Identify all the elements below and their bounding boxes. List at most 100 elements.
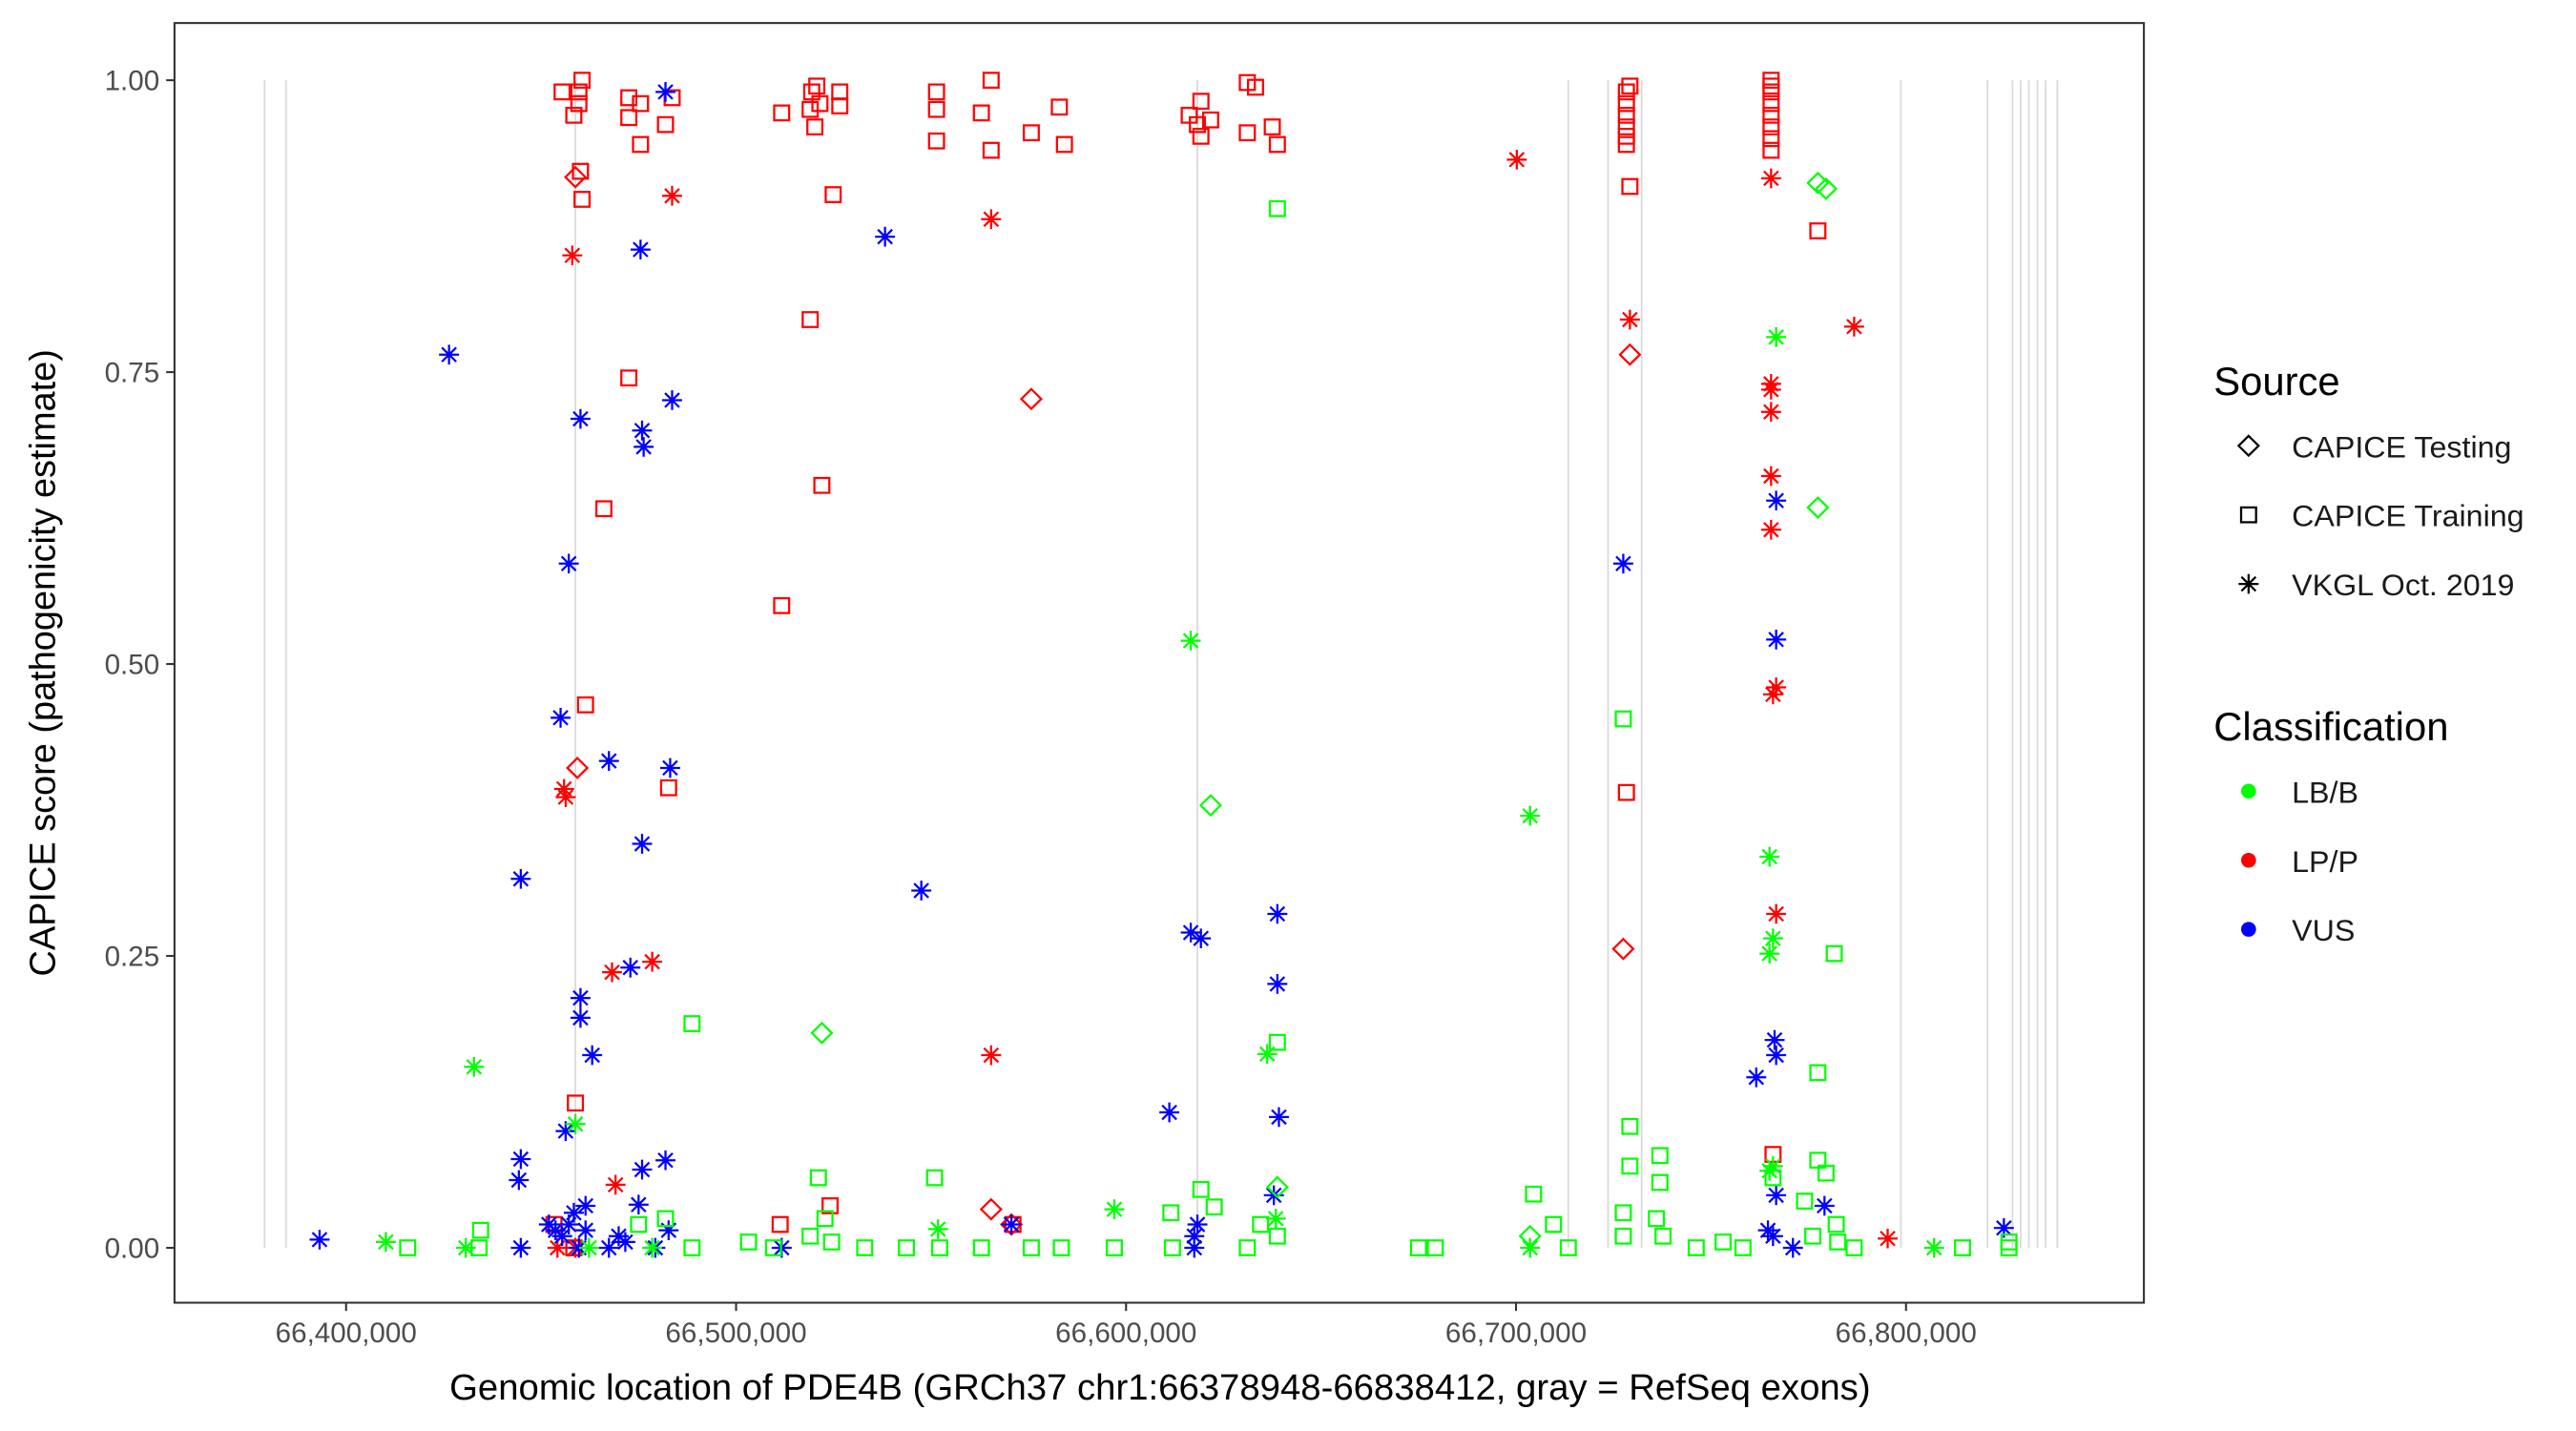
- data-point-diamond: [566, 757, 590, 779]
- data-point-square: [620, 109, 638, 127]
- plot-panel-background: [174, 23, 2145, 1303]
- data-point-square: [831, 97, 849, 114]
- data-point-asterisk: [1267, 903, 1288, 924]
- x-tick-label: 66,700,000: [1445, 1317, 1587, 1349]
- data-point-asterisk: [1159, 1102, 1180, 1123]
- data-point-asterisk: [565, 1113, 586, 1134]
- data-point-square: [927, 100, 945, 118]
- data-point-asterisk: [632, 834, 653, 854]
- data-point-square: [972, 104, 990, 122]
- legend-source-title: Source: [2213, 359, 2339, 404]
- data-point-square: [1192, 127, 1210, 145]
- data-point-diamond: [979, 1197, 1003, 1221]
- data-point-square: [1268, 199, 1286, 218]
- data-point-square: [1426, 1239, 1444, 1256]
- data-point-asterisk: [1766, 490, 1787, 511]
- data-point-asterisk: [1782, 1237, 1803, 1258]
- data-point-asterisk: [558, 1214, 579, 1234]
- data-point-square: [1205, 1198, 1223, 1216]
- data-point-asterisk: [578, 1237, 599, 1258]
- data-point-square: [1263, 118, 1281, 135]
- data-point-asterisk: [1760, 519, 1781, 540]
- legend-class-label: LB/B: [2292, 776, 2358, 810]
- legend-classification-title: Classification: [2213, 704, 2448, 749]
- data-point-asterisk: [1001, 1214, 1022, 1234]
- data-point-square: [1409, 1239, 1427, 1256]
- data-point-asterisk: [1520, 805, 1541, 826]
- data-point-square: [1106, 1239, 1123, 1256]
- data-point-square: [553, 83, 571, 101]
- data-point-asterisk: [1762, 928, 1783, 949]
- data-point-square: [1825, 944, 1843, 963]
- data-point-asterisk: [1265, 1209, 1286, 1229]
- data-point-diamond: [1611, 937, 1635, 961]
- data-point-square: [739, 1233, 758, 1251]
- data-point-square: [620, 89, 638, 107]
- data-point-asterisk: [632, 420, 653, 441]
- data-point-square: [809, 1169, 827, 1187]
- data-point-asterisk: [1766, 630, 1787, 650]
- data-point-square: [982, 72, 1000, 89]
- data-point-square: [1762, 94, 1780, 113]
- data-point-square: [620, 369, 638, 387]
- data-point-square: [632, 135, 650, 154]
- data-point-square: [982, 141, 1000, 159]
- data-point-square: [813, 476, 831, 494]
- data-point-diamond: [810, 1021, 834, 1045]
- data-point-asterisk: [455, 1237, 476, 1258]
- data-point-square: [1022, 1239, 1040, 1256]
- data-point-square: [571, 162, 590, 180]
- x-tick-label: 66,500,000: [665, 1317, 806, 1349]
- data-point-square: [1621, 177, 1639, 196]
- data-point-asterisk: [1762, 684, 1783, 705]
- data-points: [309, 72, 2018, 1258]
- data-point-asterisk: [1766, 1045, 1787, 1066]
- data-point-asterisk: [1746, 1067, 1767, 1088]
- data-point-asterisk: [1180, 631, 1201, 651]
- data-point-square: [594, 500, 613, 518]
- data-point-diamond: [564, 165, 588, 189]
- data-point-asterisk: [558, 553, 579, 574]
- data-point-square: [1621, 77, 1639, 95]
- data-point-square: [1954, 1239, 1971, 1256]
- y-tick-label: 0.50: [105, 650, 160, 681]
- data-point-square: [1614, 1227, 1632, 1245]
- data-point-asterisk: [875, 226, 896, 247]
- data-point-asterisk: [1766, 903, 1787, 924]
- data-point-square: [1192, 93, 1210, 111]
- data-point-diamond: [1000, 1213, 1024, 1236]
- data-point-asterisk: [1993, 1217, 2014, 1238]
- exon-lines: [263, 80, 2059, 1248]
- data-point-square: [925, 1169, 944, 1187]
- data-point-asterisk: [1760, 380, 1781, 400]
- legend-asterisk-icon: [2238, 573, 2259, 594]
- data-point-asterisk: [1759, 846, 1780, 867]
- data-point-asterisk: [570, 987, 591, 1008]
- data-point-asterisk: [547, 1237, 568, 1258]
- y-axis: 0.00 0.25 0.50 0.75 1.00: [105, 66, 175, 1264]
- data-point-diamond: [1265, 1175, 1289, 1199]
- data-point-asterisk: [1619, 309, 1640, 330]
- data-point-asterisk: [598, 1237, 619, 1258]
- data-point-asterisk: [562, 245, 583, 266]
- data-point-asterisk: [1766, 677, 1787, 697]
- data-point-asterisk: [1764, 1029, 1785, 1050]
- data-point-square: [1827, 1215, 1845, 1234]
- data-point-square: [898, 1239, 916, 1256]
- x-tick-label: 66,400,000: [276, 1317, 417, 1349]
- data-point-square: [632, 94, 650, 113]
- data-point-square: [1268, 1227, 1286, 1245]
- data-point-asterisk: [1766, 327, 1787, 347]
- data-point-asterisk: [510, 868, 531, 889]
- data-point-square: [399, 1239, 417, 1256]
- data-point-square: [1796, 1192, 1814, 1210]
- x-axis: 66,400,000 66,500,000 66,600,000 66,700,000…: [276, 1302, 1977, 1349]
- data-point-square: [1762, 106, 1780, 124]
- data-point-square: [771, 1215, 789, 1234]
- legend-diamond-icon: [2236, 434, 2260, 458]
- data-point-square: [573, 191, 592, 208]
- data-point-square: [1525, 1185, 1543, 1203]
- data-point-asterisk: [632, 1159, 653, 1180]
- data-point-square: [1246, 78, 1264, 96]
